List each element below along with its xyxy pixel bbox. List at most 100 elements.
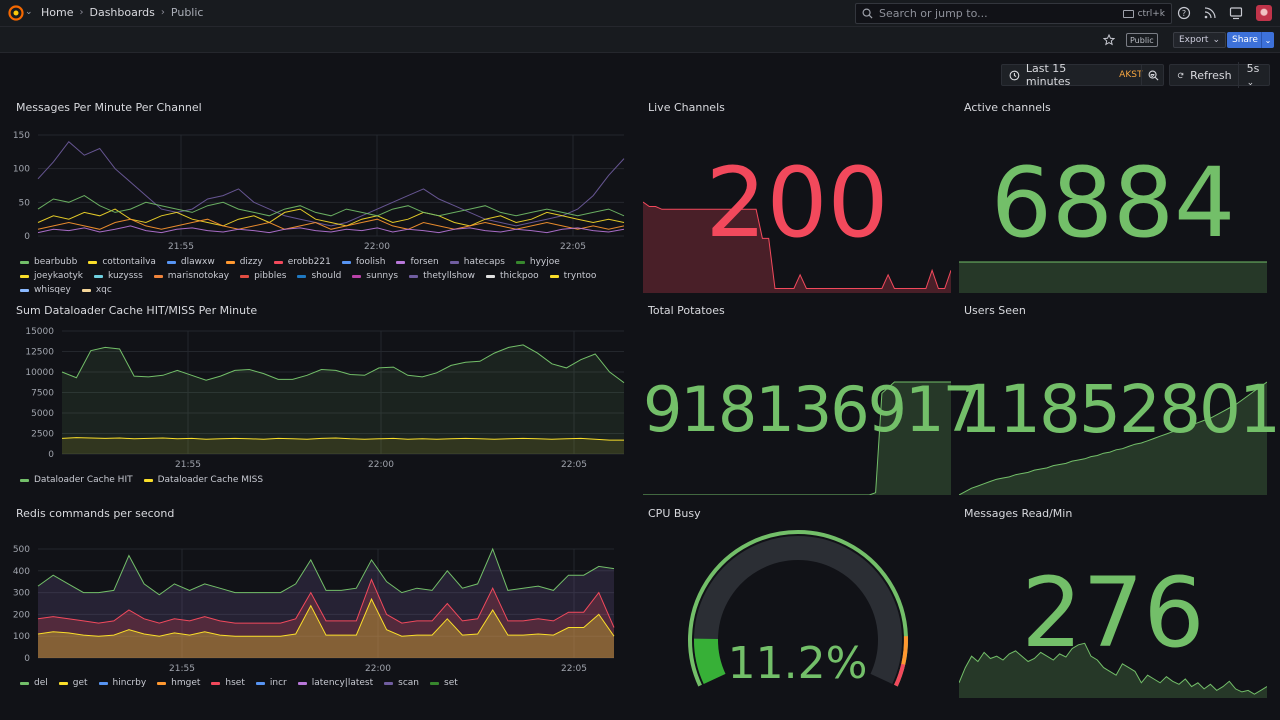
legend-item[interactable]: thetyllshow <box>409 271 475 281</box>
sparkline-area <box>959 382 1267 495</box>
legend-item[interactable]: latency|latest <box>297 678 373 688</box>
legend-item[interactable]: tryntoo <box>549 271 596 281</box>
legend-item[interactable]: hmget <box>157 678 200 688</box>
panel-title-messages-read[interactable]: Messages Read/Min <box>964 507 1073 520</box>
legend-item[interactable]: sunnys <box>352 271 398 281</box>
legend-label: dlawxw <box>180 257 215 267</box>
legend-label: thetyllshow <box>423 271 476 281</box>
legend-label: hincrby <box>112 678 147 688</box>
sparkline-area <box>643 382 951 495</box>
y-tick-label: 5000 <box>31 409 54 419</box>
x-tick-label: 21:55 <box>168 242 194 252</box>
legend-item[interactable]: whisqey <box>20 285 71 295</box>
panel-title-live-channels[interactable]: Live Channels <box>648 101 725 114</box>
legend-item[interactable]: xqc <box>81 285 112 295</box>
legend-item[interactable]: hincrby <box>98 678 147 688</box>
chevron-down-icon: ⌄ <box>1148 70 1156 80</box>
legend-label: scan <box>398 678 419 688</box>
panel-title-cpu-busy[interactable]: CPU Busy <box>648 507 701 520</box>
refresh-button[interactable]: Refresh 5s ⌄ <box>1169 62 1270 88</box>
legend-item[interactable]: thickpoo <box>486 271 539 281</box>
panel-title-redis[interactable]: Redis commands per second <box>16 507 175 520</box>
legend-item[interactable]: should <box>297 271 341 281</box>
panel-title-active-channels[interactable]: Active channels <box>964 101 1051 114</box>
legend-label: foolish <box>355 257 386 267</box>
series-line <box>37 597 615 637</box>
sparkline-line <box>959 642 1267 695</box>
avatar[interactable] <box>1256 5 1272 21</box>
gauge-threshold-green <box>688 530 908 687</box>
active-channels-sparkline <box>959 261 1267 293</box>
legend-item[interactable]: bearbubb <box>20 257 77 267</box>
legend-item[interactable]: Dataloader Cache HIT <box>20 475 133 485</box>
shortcut-label: ctrl+k <box>1137 8 1165 19</box>
grafana-logo-icon[interactable] <box>8 5 24 21</box>
legend-item[interactable]: kuzysss <box>94 271 143 281</box>
x-tick-label: 22:05 <box>560 242 586 252</box>
breadcrumb-dashboards[interactable]: Dashboards <box>89 6 155 19</box>
share-button[interactable]: Share <box>1227 32 1263 48</box>
messages-per-minute-chart[interactable]: 150 100 50 0 21:55 22:00 22:05 <box>10 126 630 256</box>
legend-item[interactable]: cottontailva <box>88 257 156 267</box>
x-tick-label: 22:00 <box>364 242 390 252</box>
breadcrumb-home[interactable]: Home <box>41 6 74 19</box>
gauge-track <box>694 536 902 684</box>
legend-item[interactable]: dizzy <box>225 257 263 267</box>
y-tick-label: 15000 <box>25 327 54 337</box>
refresh-interval[interactable]: 5s ⌄ <box>1237 62 1262 88</box>
y-tick-label: 200 <box>13 610 30 620</box>
chevron-down-icon[interactable]: ⌄ <box>25 7 33 17</box>
y-tick-label: 100 <box>13 632 30 642</box>
redis-chart[interactable]: 500 400 300 200 100 0 21:55 22:00 22:05 <box>10 540 630 676</box>
legend-swatch <box>157 681 167 685</box>
refresh-icon <box>1177 72 1184 78</box>
legend-item[interactable]: get <box>58 678 88 688</box>
legend-item[interactable]: hset <box>211 678 245 688</box>
legend-item[interactable]: erobb221 <box>273 257 331 267</box>
legend-item[interactable]: dlawxw <box>166 257 215 267</box>
legend-item[interactable]: forsen <box>396 257 439 267</box>
dataloader-chart[interactable]: 15000 12500 10000 7500 5000 2500 0 21:55 22:00 22… <box>10 324 630 470</box>
legend-item[interactable]: scan <box>384 678 419 688</box>
legend-item[interactable]: hatecaps <box>449 257 505 267</box>
redis-legend: del get hincrby hmget hset incr latency|latest… <box>20 678 620 688</box>
legend-item[interactable]: marisnotokay <box>153 271 229 281</box>
messages-read-sparkline <box>959 642 1267 698</box>
search-input[interactable]: Search or jump to... ctrl+k <box>855 3 1172 24</box>
panel-title-messages-per-minute[interactable]: Messages Per Minute Per Channel <box>16 101 202 114</box>
legend-label: thickpoo <box>500 271 539 281</box>
zoom-out-button[interactable] <box>1141 64 1164 86</box>
star-icon[interactable] <box>1103 34 1115 46</box>
legend-label: xqc <box>95 285 112 295</box>
timezone-label: AKST <box>1119 70 1143 80</box>
share-menu-chevron-icon[interactable]: ⌄ <box>1261 32 1274 48</box>
legend-label: cottontailva <box>102 257 156 267</box>
gauge-value-arc <box>694 638 726 684</box>
panel-title-dataloader[interactable]: Sum Dataloader Cache HIT/MISS Per Minute <box>16 304 258 317</box>
gauge-threshold-red <box>894 663 906 687</box>
legend-swatch <box>384 681 394 685</box>
legend-item[interactable]: hyyjoe <box>515 257 560 267</box>
legend-item[interactable]: joeykaotyk <box>20 271 83 281</box>
help-icon[interactable]: ? <box>1177 6 1191 20</box>
rss-icon[interactable] <box>1203 6 1217 20</box>
monitor-icon[interactable] <box>1229 6 1243 20</box>
legend-item[interactable]: foolish <box>341 257 386 267</box>
clock-icon <box>1009 70 1020 80</box>
panel-title-total-potatoes[interactable]: Total Potatoes <box>648 304 725 317</box>
legend-item[interactable]: pibbles <box>240 271 286 281</box>
export-button[interactable]: Export ⌄ <box>1173 32 1227 48</box>
legend-item[interactable]: set <box>430 678 458 688</box>
legend-swatch <box>352 274 362 278</box>
refresh-interval-value: 5s <box>1246 62 1260 75</box>
public-badge: Public <box>1126 33 1158 47</box>
panel-title-users-seen[interactable]: Users Seen <box>964 304 1026 317</box>
series-line <box>61 344 625 384</box>
legend-item[interactable]: incr <box>255 678 287 688</box>
time-range-picker[interactable]: Last 15 minutes AKST ⌄ <box>1001 62 1164 88</box>
sparkline-line <box>643 201 951 289</box>
legend-item[interactable]: del <box>20 678 48 688</box>
legend-swatch <box>20 681 29 685</box>
legend-item[interactable]: Dataloader Cache MISS <box>143 475 263 485</box>
legend-swatch <box>98 681 108 685</box>
